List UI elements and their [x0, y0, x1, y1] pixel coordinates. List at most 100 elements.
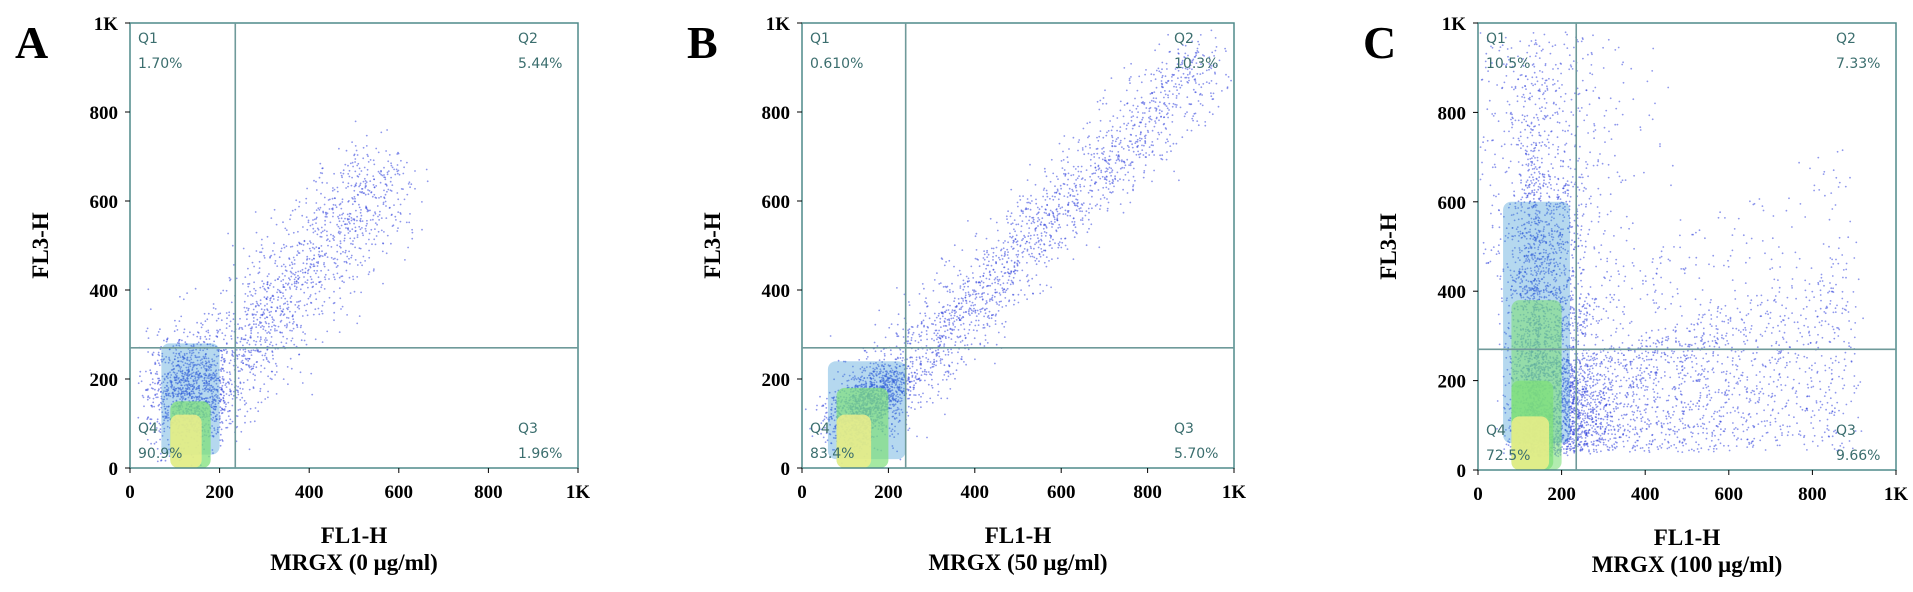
event-point	[318, 290, 321, 293]
event-point	[1052, 223, 1054, 226]
event-point	[1082, 127, 1085, 130]
event-point	[354, 170, 357, 173]
event-point	[146, 327, 149, 330]
event-point	[289, 278, 291, 281]
event-point	[402, 172, 405, 175]
event-point	[975, 232, 978, 235]
event-point	[933, 363, 936, 366]
event-point	[1122, 188, 1124, 191]
event-point	[1017, 260, 1020, 262]
event-point	[1027, 235, 1030, 238]
event-point	[962, 298, 964, 300]
event-point	[960, 306, 963, 309]
event-point	[1175, 142, 1178, 145]
event-point	[994, 277, 997, 279]
event-point	[197, 341, 200, 344]
event-point	[1036, 206, 1039, 209]
event-point	[297, 281, 300, 284]
event-point	[915, 359, 918, 361]
event-point	[291, 283, 293, 286]
event-point	[910, 339, 913, 342]
event-point	[1144, 137, 1147, 140]
event-point	[339, 242, 342, 245]
event-point	[358, 167, 361, 170]
event-point	[270, 282, 272, 285]
event-point	[276, 307, 279, 310]
event-point	[139, 370, 142, 373]
event-point	[1109, 120, 1111, 122]
event-point	[291, 263, 294, 266]
event-point	[380, 195, 382, 198]
event-point	[1125, 89, 1128, 92]
event-point	[196, 359, 199, 362]
event-point	[1089, 147, 1091, 149]
event-point	[953, 314, 956, 317]
event-point	[267, 375, 269, 378]
event-point	[1157, 131, 1160, 134]
event-point	[348, 212, 351, 215]
event-point	[228, 362, 231, 365]
event-point	[1172, 102, 1175, 105]
event-point	[304, 333, 306, 335]
event-point	[363, 177, 366, 180]
event-point	[277, 299, 279, 301]
event-point	[1098, 135, 1101, 138]
event-point	[280, 313, 283, 315]
event-point	[341, 176, 343, 179]
event-point	[1171, 121, 1174, 123]
event-point	[312, 231, 315, 234]
event-point	[1073, 202, 1075, 204]
event-point	[1171, 114, 1174, 116]
event-point	[1142, 154, 1145, 156]
x-tick-label: 200	[205, 482, 234, 503]
event-point	[964, 292, 967, 294]
event-point	[236, 342, 238, 344]
event-point	[1131, 111, 1133, 113]
event-point	[278, 256, 281, 259]
event-point	[919, 379, 922, 382]
event-point	[260, 343, 262, 346]
event-point	[907, 405, 910, 408]
event-point	[1040, 235, 1043, 237]
event-point	[1152, 100, 1155, 102]
event-point	[1057, 198, 1060, 201]
event-point	[250, 349, 253, 352]
event-point	[908, 304, 911, 306]
event-point	[206, 318, 209, 321]
event-point	[924, 315, 927, 317]
event-point	[983, 253, 986, 256]
event-point	[237, 377, 240, 380]
event-point	[1005, 215, 1008, 218]
event-point	[359, 182, 362, 185]
event-point	[1143, 170, 1146, 172]
event-point	[321, 312, 324, 315]
event-point	[274, 328, 276, 330]
event-point	[907, 414, 910, 417]
event-point	[948, 322, 951, 324]
event-point	[996, 229, 999, 232]
event-point	[925, 302, 928, 305]
event-point	[266, 296, 269, 298]
event-point	[354, 184, 357, 187]
event-point	[337, 215, 339, 218]
event-point	[231, 353, 234, 355]
event-point	[998, 256, 1000, 259]
event-point	[1006, 287, 1009, 290]
event-point	[263, 312, 265, 315]
event-point	[962, 288, 965, 291]
event-point	[248, 255, 251, 258]
event-point	[278, 289, 281, 292]
event-point	[949, 304, 951, 307]
event-point	[1091, 207, 1093, 210]
event-point	[824, 441, 827, 443]
event-point	[274, 374, 276, 376]
event-point	[184, 341, 187, 343]
event-point	[293, 282, 296, 285]
event-point	[220, 428, 223, 431]
event-point	[141, 394, 144, 397]
event-point	[269, 329, 272, 331]
event-point	[1168, 109, 1170, 111]
event-point	[156, 359, 159, 362]
event-point	[253, 313, 255, 316]
event-point	[899, 458, 902, 461]
